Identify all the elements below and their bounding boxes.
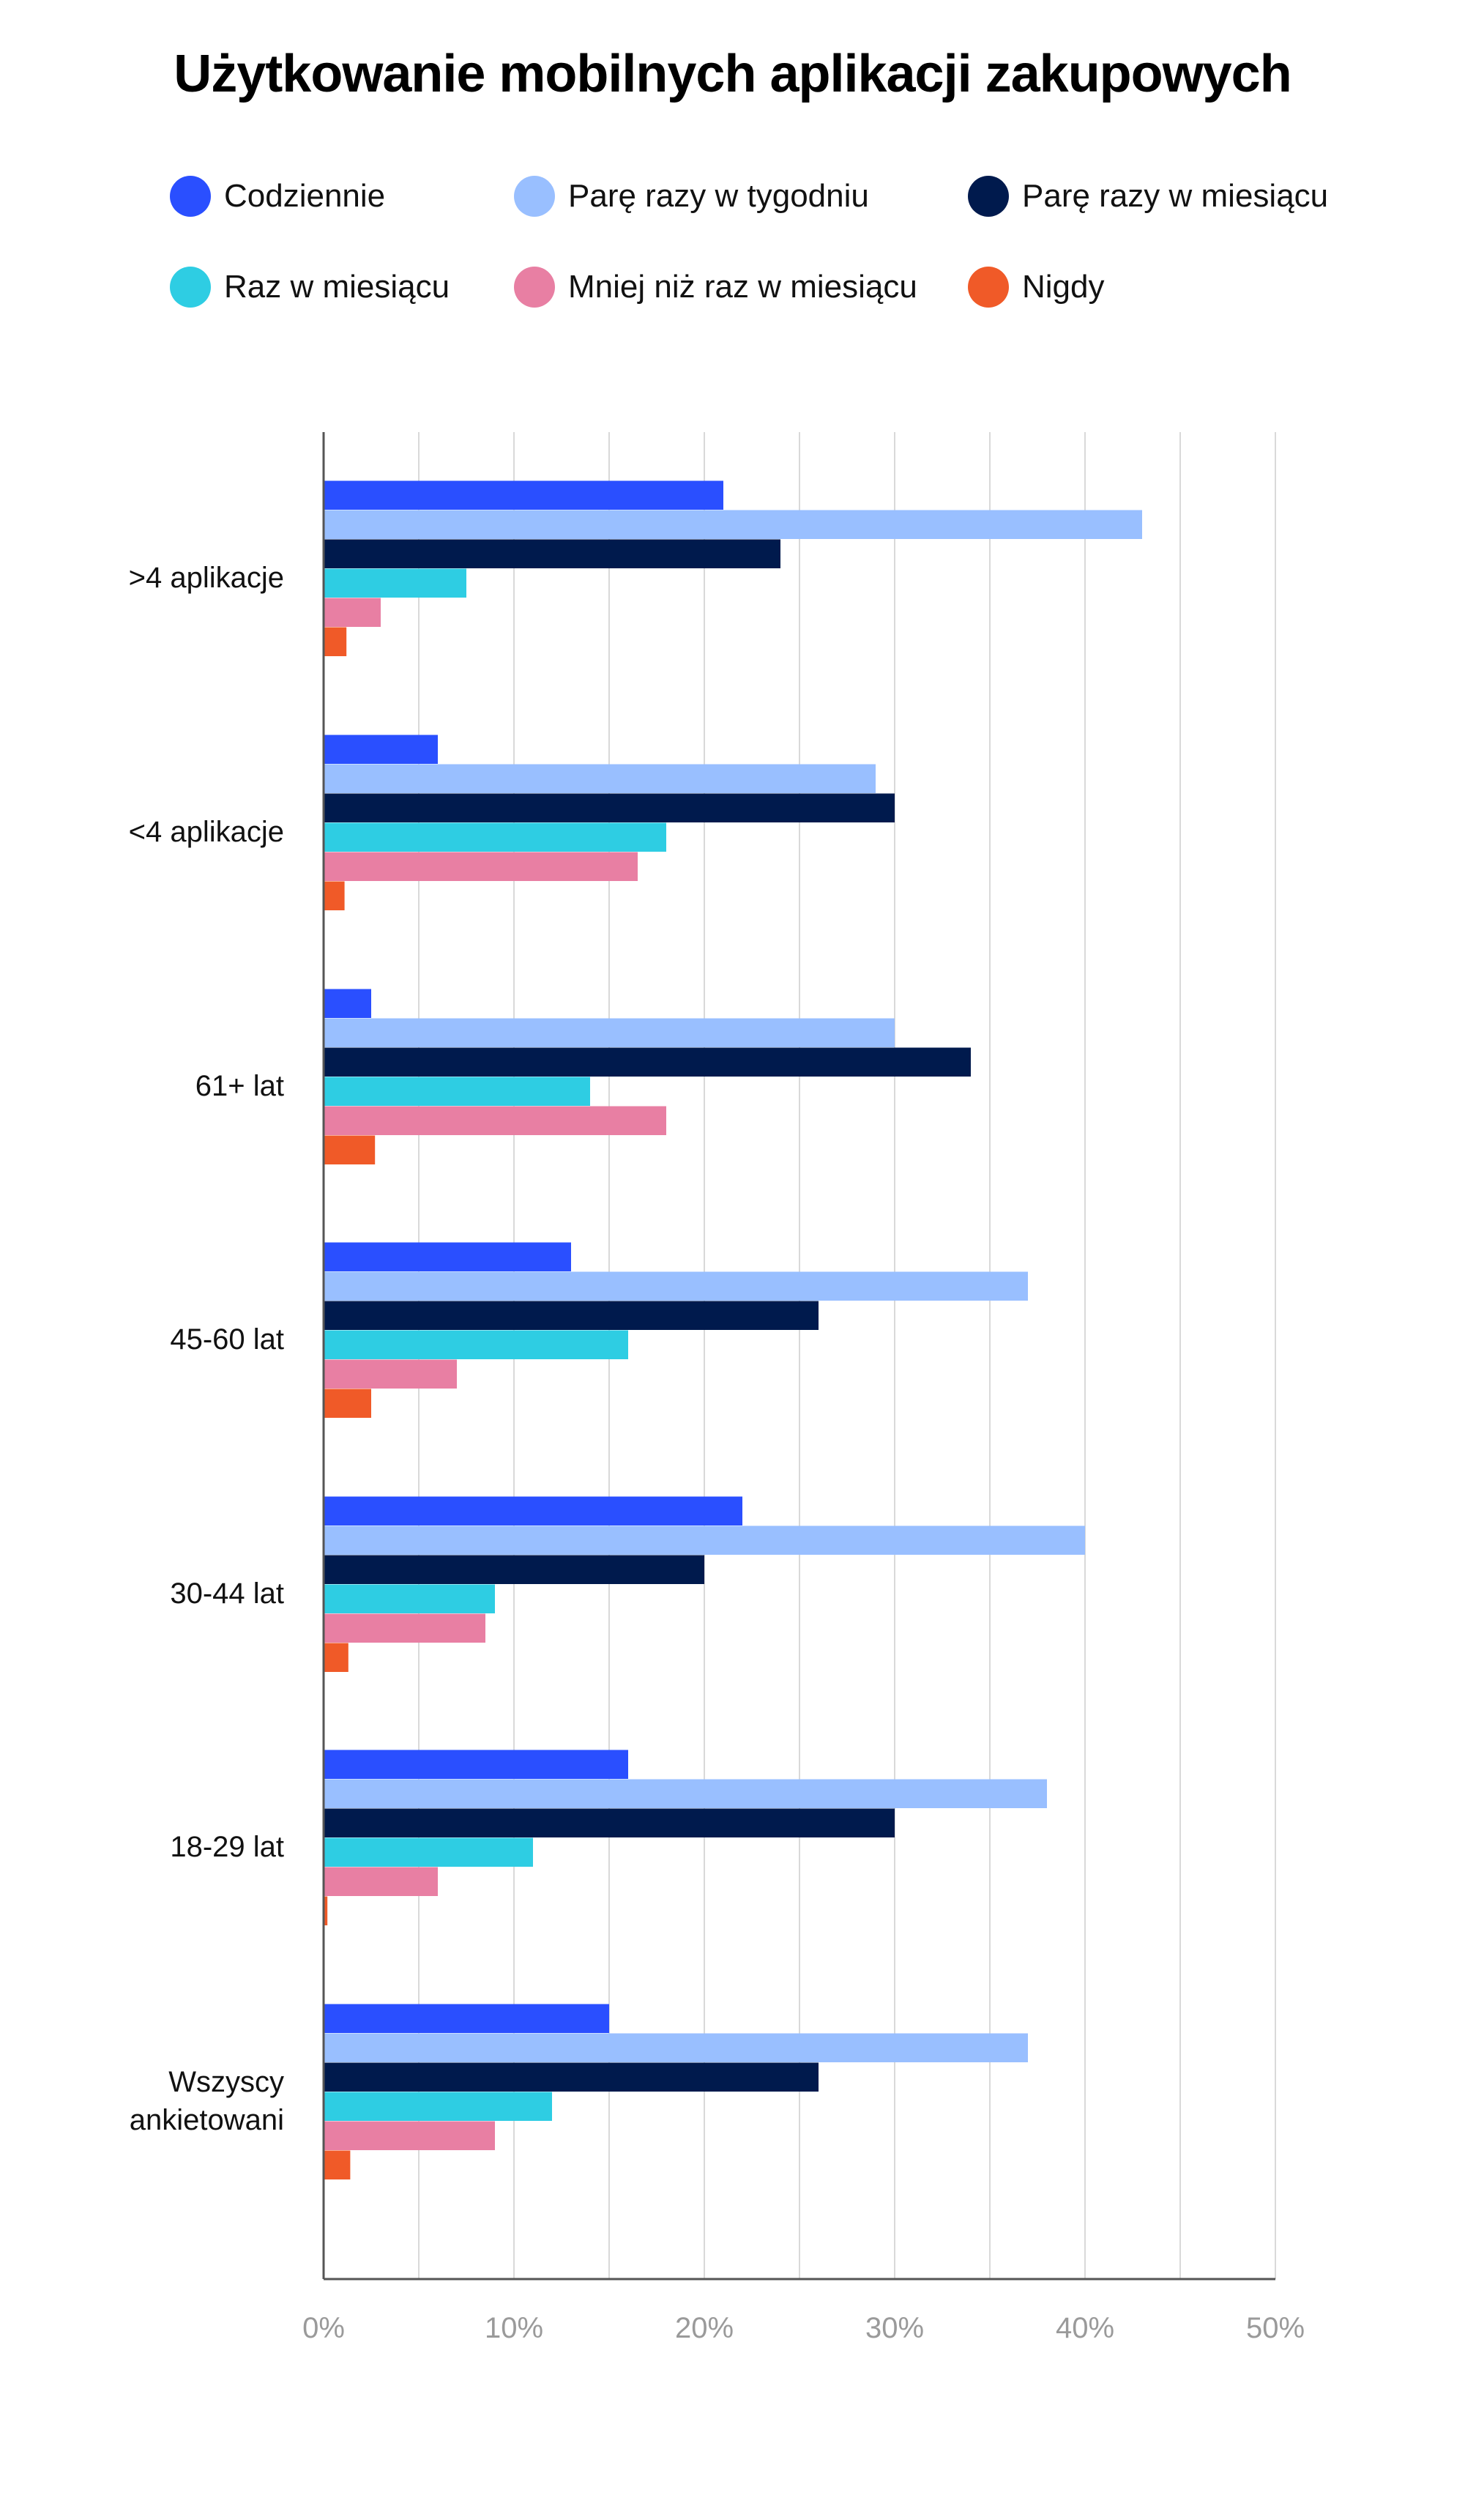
- bar: [324, 1135, 376, 1164]
- bar: [324, 852, 638, 881]
- bar: [324, 2004, 609, 2033]
- legend-item: Nigdy: [968, 265, 1105, 309]
- bar: [324, 1106, 666, 1135]
- bar: [324, 2150, 351, 2179]
- legend-label: Raz w miesiącu: [224, 269, 450, 305]
- chart-title: Użytkowanie mobilnych aplikacji zakupowy…: [174, 45, 1291, 103]
- x-tick-label: 40%: [1056, 2312, 1114, 2344]
- bar: [324, 1613, 485, 1643]
- bar: [324, 1837, 533, 1867]
- legend-swatch: [514, 267, 555, 308]
- bar: [324, 2092, 552, 2121]
- legend-item: Raz w miesiącu: [170, 265, 450, 309]
- bar: [324, 822, 666, 852]
- legend-swatch: [968, 267, 1009, 308]
- bar: [324, 627, 347, 656]
- category-label: Wszyscy ankietowani: [130, 2066, 284, 2136]
- category-label: >4 aplikacje: [129, 562, 284, 594]
- x-tick-label: 10%: [485, 2312, 543, 2344]
- legend-swatch: [968, 176, 1009, 217]
- legend-label: Parę razy w tygodniu: [568, 178, 869, 214]
- bar: [324, 1018, 895, 1047]
- legend-label: Nigdy: [1022, 269, 1105, 305]
- category-label: 45-60 lat: [170, 1323, 284, 1356]
- bar: [324, 1643, 348, 1672]
- bar: [324, 989, 371, 1018]
- category-label: <4 aplikacje: [129, 816, 284, 848]
- bar: [324, 1271, 1028, 1301]
- bar: [324, 1496, 742, 1525]
- bar: [324, 1555, 704, 1584]
- legend-item: Parę razy w miesiącu: [968, 174, 1328, 218]
- bar: [324, 510, 1142, 539]
- bar: [324, 764, 876, 793]
- bar: [324, 598, 381, 627]
- x-tick-label: 50%: [1246, 2312, 1305, 2344]
- bar: [324, 539, 780, 568]
- bar: [324, 480, 723, 510]
- x-tick-label: 20%: [675, 2312, 734, 2344]
- category-label: 30-44 lat: [170, 1577, 284, 1610]
- bar: [324, 1077, 590, 1106]
- category-label: 61+ lat: [195, 1070, 284, 1102]
- bar: [324, 793, 895, 822]
- x-tick-label: 0%: [302, 2312, 345, 2344]
- bar: [324, 1301, 819, 1330]
- bar: [324, 1047, 971, 1077]
- legend-item: Parę razy w tygodniu: [514, 174, 869, 218]
- bar: [324, 1242, 571, 1271]
- legend-label: Codziennie: [224, 178, 386, 214]
- x-tick-label: 30%: [865, 2312, 924, 2344]
- bar: [324, 1750, 628, 1779]
- bar: [324, 568, 466, 598]
- bar: [324, 1896, 328, 1925]
- bar: [324, 735, 438, 764]
- bar: [324, 1389, 371, 1418]
- legend-item: Mniej niż raz w miesiącu: [514, 265, 917, 309]
- legend-swatch: [170, 267, 211, 308]
- bar: [324, 1330, 628, 1359]
- bar: [324, 2121, 495, 2150]
- legend-item: Codziennie: [170, 174, 385, 218]
- bar: [324, 1779, 1047, 1808]
- bar: [324, 2062, 819, 2092]
- legend-swatch: [170, 176, 211, 217]
- legend-label: Mniej niż raz w miesiącu: [568, 269, 917, 305]
- bar: [324, 1359, 457, 1389]
- bar: [324, 1525, 1085, 1555]
- bar: [324, 1808, 895, 1837]
- legend-swatch: [514, 176, 555, 217]
- bar: [324, 2033, 1028, 2062]
- bar: [324, 1584, 495, 1613]
- legend: Codziennie Parę razy w tygodniu Parę razy …: [0, 0, 1465, 352]
- bar: [324, 881, 345, 910]
- bar: [324, 1867, 438, 1896]
- category-label: 18-29 lat: [170, 1831, 284, 1863]
- legend-label: Parę razy w miesiącu: [1022, 178, 1329, 214]
